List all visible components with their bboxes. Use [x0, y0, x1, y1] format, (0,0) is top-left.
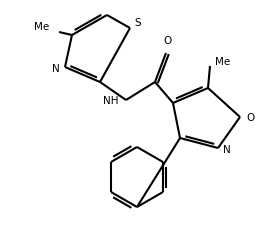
- Text: O: O: [246, 113, 254, 123]
- Text: S: S: [134, 18, 141, 28]
- Text: Me: Me: [34, 22, 49, 32]
- Text: NH: NH: [102, 96, 118, 106]
- Text: N: N: [52, 64, 60, 74]
- Text: N: N: [223, 145, 231, 155]
- Text: Me: Me: [215, 57, 230, 67]
- Text: O: O: [164, 36, 172, 46]
